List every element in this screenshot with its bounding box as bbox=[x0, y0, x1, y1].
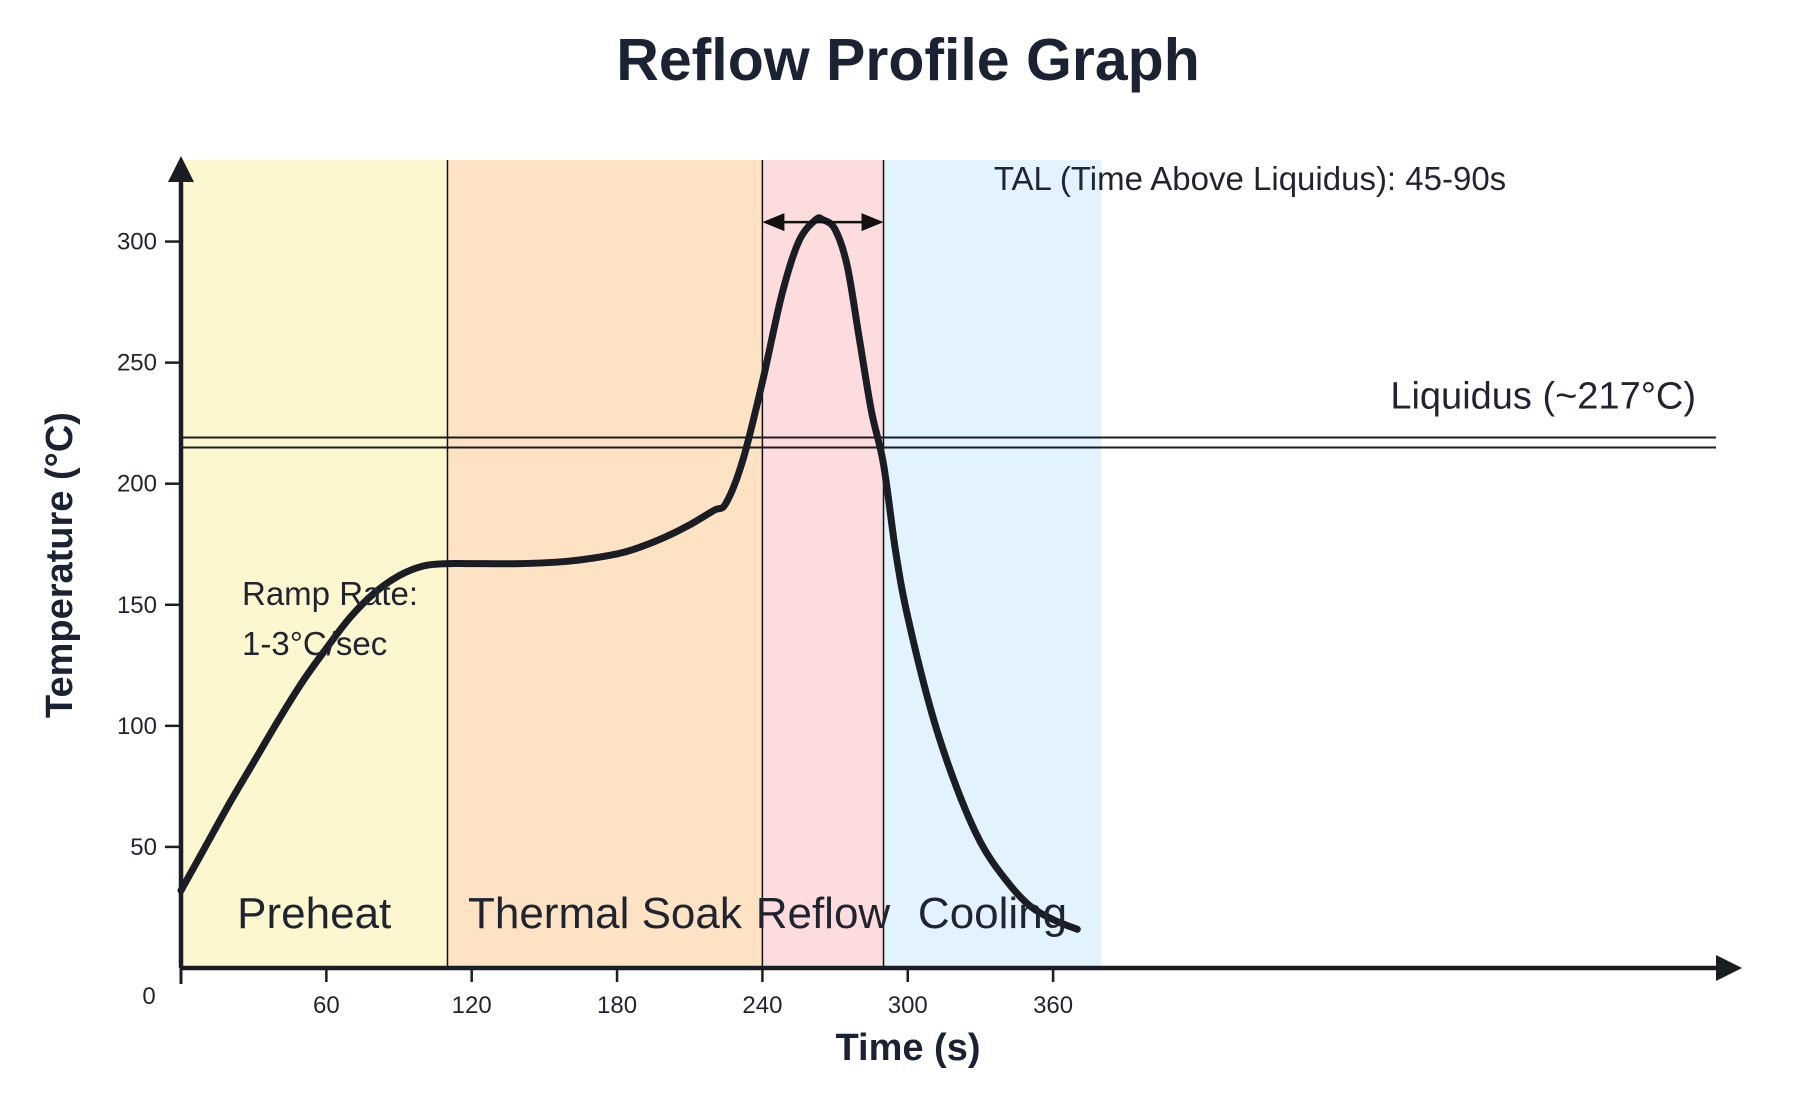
liquidus-line bbox=[181, 436, 1716, 449]
x-tick-label: 300 bbox=[888, 992, 928, 1019]
tal-label: TAL (Time Above Liquidus): 45-90s bbox=[994, 160, 1506, 197]
axes: 60 120 180 240 300 360 50 100 150 200 250 300 0 bbox=[117, 156, 1742, 1019]
x-tick-label: 60 bbox=[313, 992, 340, 1019]
profile-line bbox=[177, 214, 1081, 933]
phase-band-reflow bbox=[762, 160, 884, 968]
tal-arrow-right-head bbox=[861, 213, 884, 232]
x-tick-label: 180 bbox=[597, 992, 637, 1019]
phase-label-cooling: Cooling bbox=[918, 889, 1067, 938]
phase-band-cooling bbox=[883, 160, 1102, 968]
y-tick-label: 100 bbox=[117, 713, 157, 740]
phase-bands bbox=[181, 160, 1102, 968]
y-axis-arrowhead bbox=[168, 156, 194, 182]
x-tick-label: 360 bbox=[1033, 992, 1073, 1019]
phase-label-thermal-soak: Thermal Soak bbox=[468, 889, 743, 938]
ramp-rate-label: Ramp Rate: bbox=[242, 575, 418, 612]
y-tick-label: 300 bbox=[117, 229, 157, 256]
liquidus-label: Liquidus (~217°C) bbox=[1390, 376, 1696, 418]
x-axis-arrowhead bbox=[1716, 955, 1742, 981]
y-tick-label: 200 bbox=[117, 471, 157, 498]
origin-label: 0 bbox=[142, 983, 155, 1010]
x-axis-title: Time (s) bbox=[835, 1027, 980, 1069]
x-tick-label: 120 bbox=[452, 992, 492, 1019]
y-axis-title: Temperature (°C) bbox=[39, 412, 81, 718]
phase-band-preheat bbox=[181, 160, 448, 968]
y-tick-label: 250 bbox=[117, 350, 157, 377]
y-tick-label: 50 bbox=[130, 834, 157, 861]
profile-series bbox=[177, 214, 1081, 933]
tal-arrow-left-head bbox=[762, 213, 785, 232]
phase-label-preheat: Preheat bbox=[237, 889, 391, 938]
ramp-rate-value: 1-3°C/sec bbox=[242, 625, 387, 662]
x-tick-label: 240 bbox=[742, 992, 782, 1019]
phase-label-reflow: Reflow bbox=[756, 889, 891, 938]
chart-labels: Preheat Thermal Soak Reflow Cooling Liquidus… bbox=[39, 27, 1696, 1069]
chart-title: Reflow Profile Graph bbox=[616, 27, 1200, 93]
y-tick-label: 150 bbox=[117, 592, 157, 619]
